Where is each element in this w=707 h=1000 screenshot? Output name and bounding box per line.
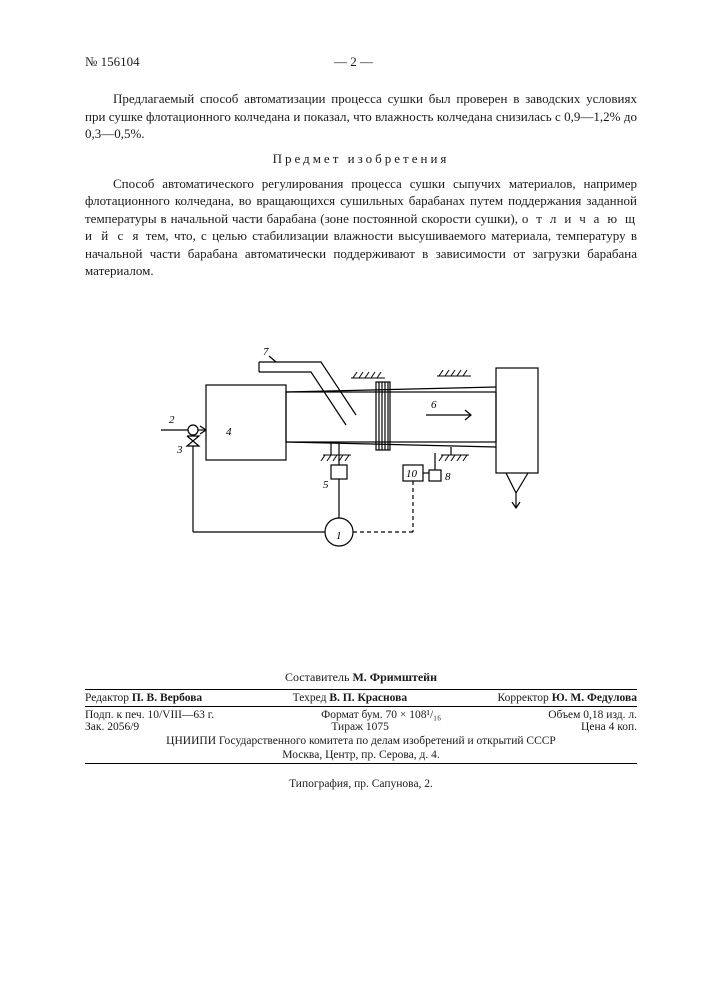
pub-typography: Типография, пр. Сапунова, 2. <box>85 778 637 790</box>
process-diagram: 1 2 3 4 5 6 7 8 10 <box>151 320 571 580</box>
diagram-label-6: 6 <box>431 399 437 411</box>
pub-price: Цена 4 коп. <box>581 721 637 733</box>
diagram-label-10: 10 <box>406 468 418 480</box>
diagram-label-8: 8 <box>445 471 451 483</box>
paragraph-1: Предлагаемый способ автоматизации процес… <box>85 90 637 143</box>
editor-name: П. В. Вербова <box>132 692 202 704</box>
pub-volume: Объем 0,18 изд. л. <box>548 709 637 721</box>
techred-name: В. П. Краснова <box>329 692 407 704</box>
diagram-label-5: 5 <box>323 479 329 491</box>
paragraph-2: Способ автоматического регулирования про… <box>85 175 637 280</box>
diagram-label-2: 2 <box>169 414 175 426</box>
corrector-label: Корректор <box>498 692 549 704</box>
pub-format: Формат бум. 70 × 108¹/₁₆ <box>321 709 441 721</box>
corrector-name: Ю. М. Федулова <box>552 692 637 704</box>
divider-1 <box>85 689 637 690</box>
diagram-label-1: 1 <box>336 530 342 542</box>
diagram-label-7: 7 <box>263 346 269 358</box>
pub-order: Зак. 2056/9 <box>85 721 139 733</box>
pub-tirage: Тираж 1075 <box>331 721 389 733</box>
editor-label: Редактор <box>85 692 129 704</box>
section-title: Предмет изобретения <box>85 151 637 167</box>
diagram-label-3: 3 <box>176 444 183 456</box>
para2-b: тем, что, с целью стабилизации влажности… <box>85 228 637 278</box>
page-marker: — 2 — <box>334 54 373 70</box>
composer-name: М. Фримштейн <box>352 670 437 684</box>
pub-signed: Подп. к печ. 10/VIII—63 г. <box>85 709 214 721</box>
techred-label: Техред <box>293 692 327 704</box>
divider-2 <box>85 706 637 707</box>
pub-address: Москва, Центр, пр. Серова, д. 4. <box>85 749 637 761</box>
diagram-label-4: 4 <box>226 426 232 438</box>
pub-committee: ЦНИИПИ Государственного комитета по дела… <box>85 735 637 747</box>
divider-3 <box>85 763 637 764</box>
composer-label: Составитель <box>285 670 349 684</box>
doc-number: № 156104 <box>85 54 140 70</box>
